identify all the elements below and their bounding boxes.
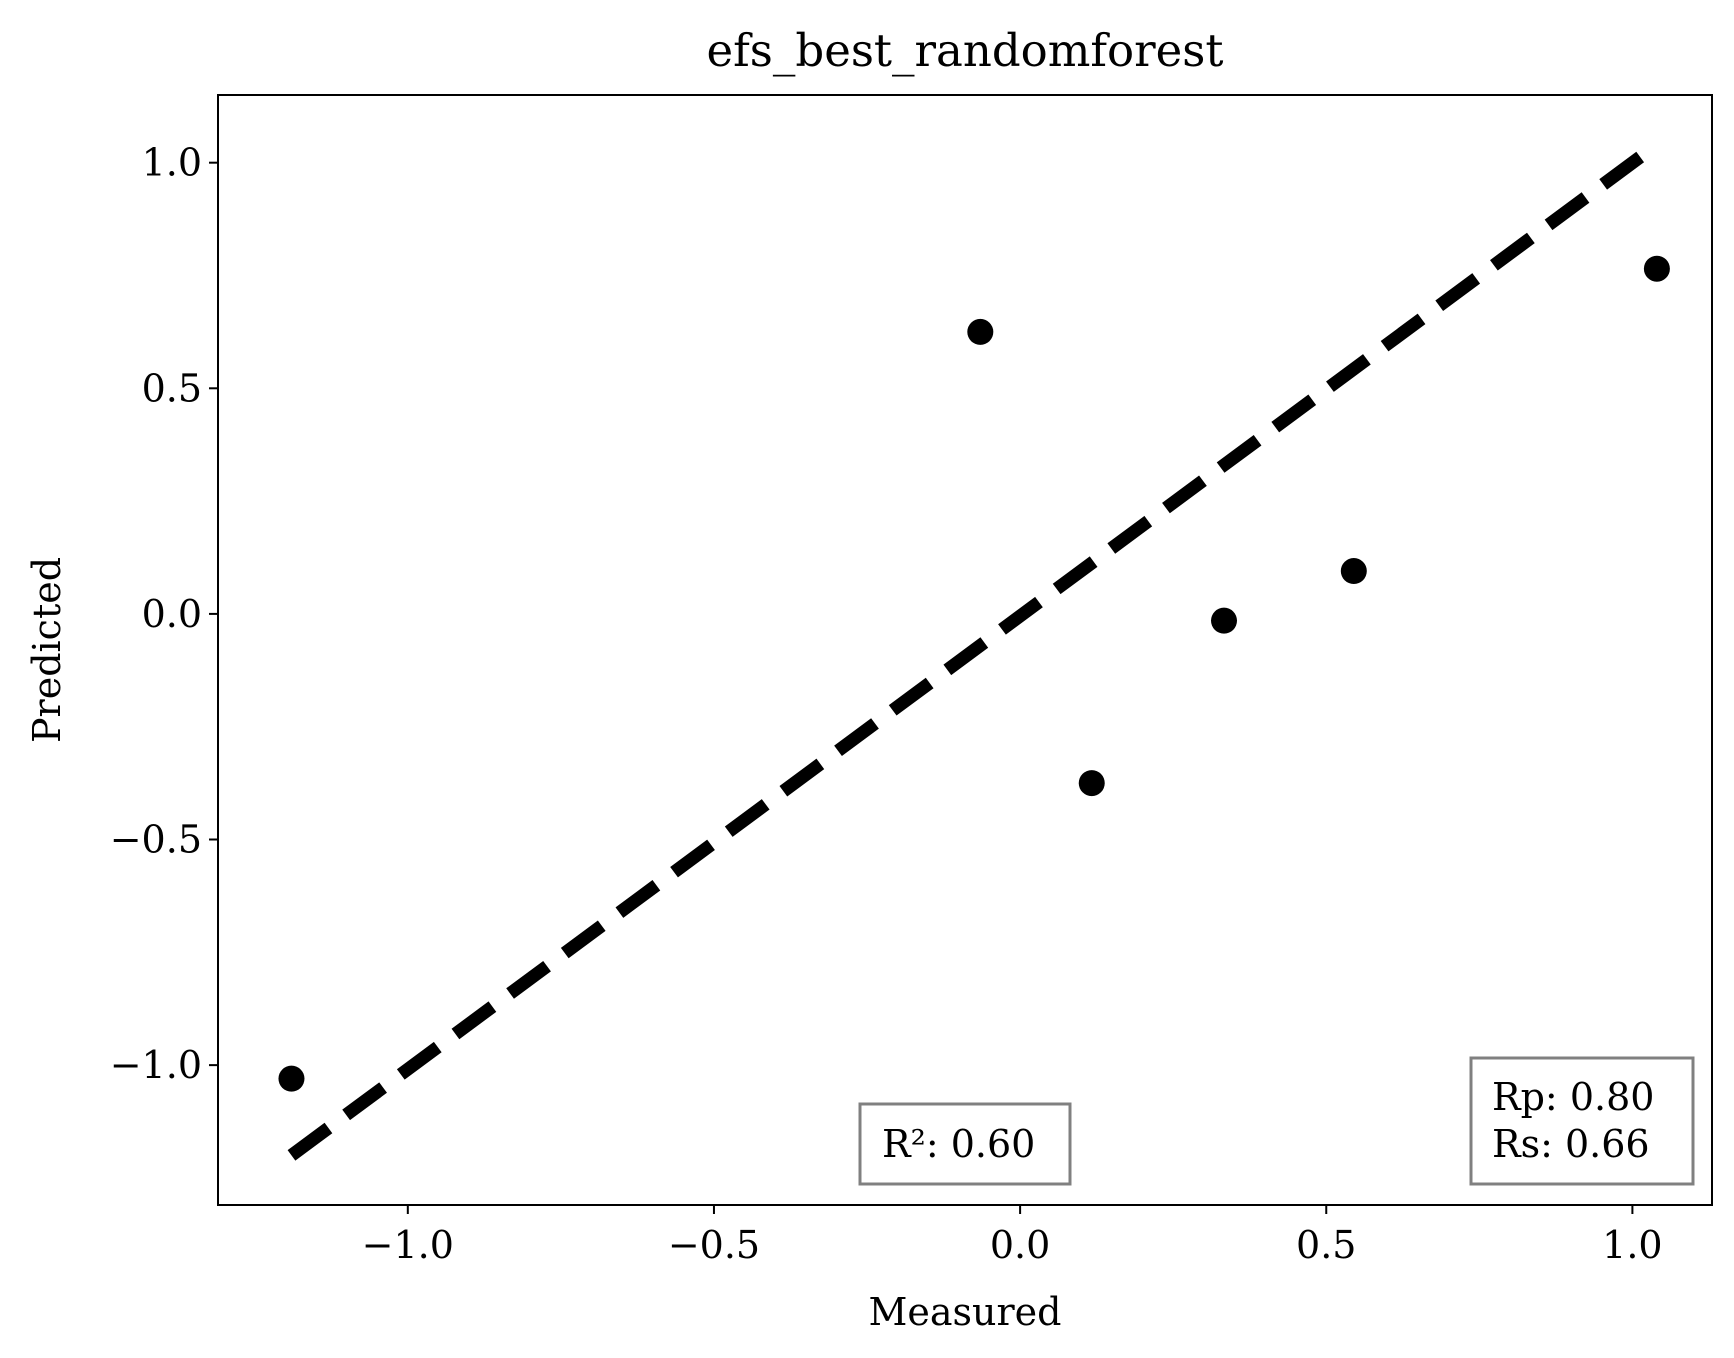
x-axis-ticks: −1.0 −0.5 0.0 0.5 1.0	[362, 1205, 1663, 1267]
y-tick-label: 1.0	[142, 141, 202, 185]
y-tick-label: −1.0	[110, 1043, 202, 1087]
data-point	[278, 1065, 305, 1092]
data-point	[967, 318, 994, 345]
x-axis-label: Measured	[868, 1290, 1061, 1334]
x-tick-label: 0.5	[1296, 1223, 1356, 1267]
y-tick-label: 0.0	[142, 592, 202, 636]
pearson-r-text: Rp: 0.80	[1492, 1075, 1654, 1119]
data-point	[1340, 558, 1367, 585]
r2-annotation-box: R²: 0.60	[858, 1102, 1072, 1186]
chart-title: efs_best_randomforest	[707, 24, 1224, 77]
x-tick-label: 0.0	[990, 1223, 1050, 1267]
y-tick-label: 0.5	[142, 366, 202, 410]
r2-annotation-border	[858, 1102, 1072, 1186]
x-tick-label: 1.0	[1602, 1223, 1662, 1267]
plot-area-frame	[217, 94, 1713, 1206]
data-point	[1211, 607, 1238, 634]
x-tick-label: −0.5	[668, 1223, 760, 1267]
spearman-r-text: Rs: 0.66	[1492, 1122, 1650, 1166]
data-point	[1643, 255, 1670, 282]
correlation-annotation-border	[1469, 1056, 1695, 1186]
y-axis-ticks: −1.0 −0.5 0.0 0.5 1.0	[110, 141, 218, 1087]
fit-line-layer	[287, 139, 1661, 1161]
correlation-annotation-box: Rp: 0.80 Rs: 0.66	[1469, 1056, 1695, 1186]
fit-line	[287, 139, 1661, 1161]
data-points-layer	[278, 255, 1670, 1092]
x-tick-label: −1.0	[362, 1223, 454, 1267]
y-tick-label: −0.5	[110, 818, 202, 862]
r2-annotation-text: R²: 0.60	[882, 1122, 1035, 1166]
y-axis-label: Predicted	[25, 557, 69, 743]
data-point	[1078, 770, 1105, 797]
